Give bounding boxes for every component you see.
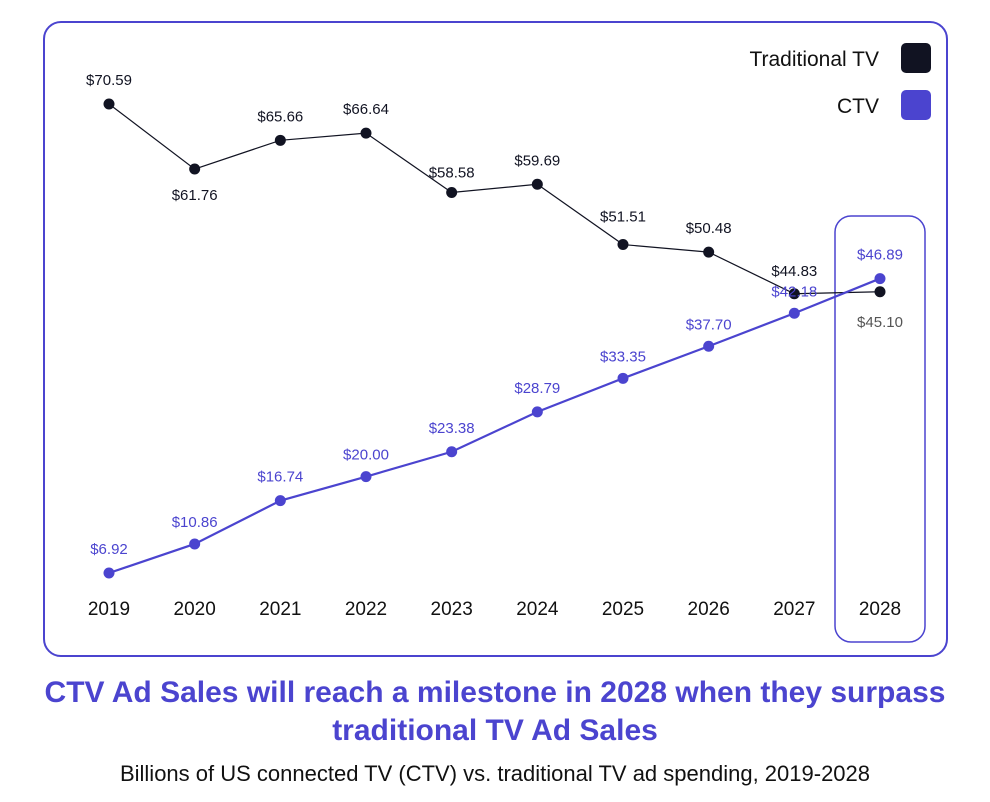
traditional-tv-data-label: $44.83 [771,263,817,280]
traditional-tv-data-label: $50.48 [686,220,732,237]
traditional-tv-point [703,246,715,258]
x-tick-label: 2025 [602,599,644,620]
legend-swatch-traditional-tv [901,43,931,73]
traditional-tv-data-label: $66.64 [343,101,389,118]
x-tick-label: 2028 [859,599,901,620]
x-tick-label: 2021 [259,599,301,620]
ctv-point [446,446,458,458]
traditional-tv-data-label: $59.69 [514,152,560,169]
chart-title: CTV Ad Sales will reach a milestone in 2… [44,676,946,747]
highlight-box [834,215,926,643]
ctv-data-label: $16.74 [257,469,303,486]
ctv-point [703,340,715,352]
traditional-tv-data-label: $70.59 [86,72,132,89]
traditional-tv-data-label: $45.10 [857,314,903,331]
ctv-data-label: $6.92 [90,541,128,558]
line-chart: 2019 2020 2021 2022 2023 2024 2025 2026 2027 2028… [86,43,931,643]
legend-swatch-ctv [901,90,931,120]
traditional-tv-point [189,163,201,175]
traditional-tv-data-label: $61.76 [172,187,218,204]
x-tick-label: 2023 [431,599,473,620]
x-tick-label: 2024 [516,599,559,620]
traditional-tv-point [788,288,800,300]
chart-subtitle: Billions of US connected TV (CTV) vs. tr… [119,761,871,786]
traditional-tv-point [274,134,286,146]
traditional-tv-point [446,186,458,198]
ctv-point [103,567,115,579]
ctv-data-label: $10.86 [172,514,218,531]
traditional-tv-data-label: $51.51 [600,209,646,226]
traditional-tv-point [617,239,629,251]
ctv-point [874,273,886,285]
ctv-point [189,538,201,550]
x-tick-label: 2026 [688,599,730,620]
ctv-line [108,277,881,575]
traditional-tv-data-label: $58.58 [429,164,475,181]
ctv-point [360,471,372,483]
legend-label: CTV [837,95,879,118]
ctv-data-label: $23.38 [429,420,475,437]
traditional-tv-point [360,127,372,139]
ctv-point [788,307,800,319]
ctv-data-label: $46.89 [857,247,903,264]
ctv-data-label: $20.00 [343,447,389,464]
ctv-point [274,495,286,507]
chart-frame [43,21,948,657]
x-tick-label: 2019 [88,599,130,620]
ctv-data-label: $33.35 [600,348,646,365]
traditional-tv-point [531,178,543,190]
x-tick-label: 2027 [773,599,815,620]
x-tick-label: 2020 [174,599,216,620]
traditional-tv-line [108,103,881,295]
ctv-point [617,372,629,384]
traditional-tv-data-label: $65.66 [257,108,303,125]
x-tick-label: 2022 [345,599,387,620]
ctv-data-label: $37.70 [686,316,732,333]
ctv-data-label: $28.79 [514,380,560,397]
legend-label: Traditional TV [749,48,879,71]
ctv-data-label: $42.18 [771,283,817,300]
traditional-tv-point [874,286,886,298]
ctv-point [531,406,543,418]
traditional-tv-point [103,98,115,110]
